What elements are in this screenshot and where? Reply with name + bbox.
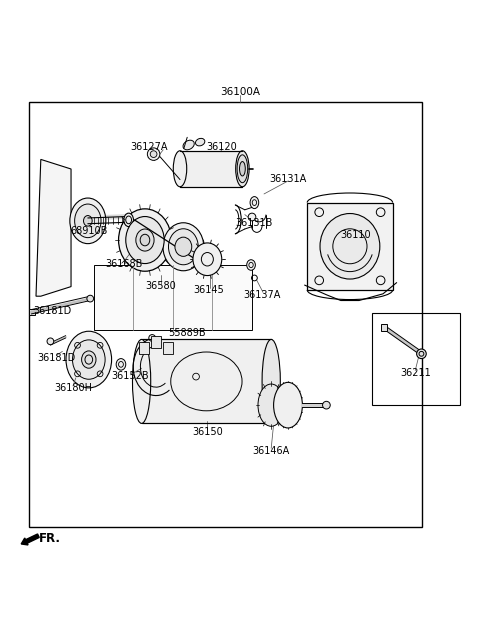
Text: 55889B: 55889B [168, 327, 206, 337]
Text: 36110: 36110 [340, 230, 371, 240]
Bar [307, 203, 393, 290]
Circle shape [417, 349, 426, 359]
Ellipse shape [136, 229, 154, 251]
Ellipse shape [258, 384, 284, 426]
Ellipse shape [193, 243, 222, 275]
Text: 36131A: 36131A [269, 173, 307, 183]
Ellipse shape [119, 209, 171, 271]
Bar [381, 324, 387, 331]
Ellipse shape [126, 217, 164, 264]
FancyArrow shape [21, 534, 39, 545]
Ellipse shape [236, 151, 249, 187]
Ellipse shape [175, 237, 192, 257]
Bar [29, 309, 35, 316]
Ellipse shape [72, 340, 105, 379]
Ellipse shape [75, 204, 101, 238]
Polygon shape [36, 160, 71, 296]
Text: 36131B: 36131B [236, 218, 273, 228]
Text: 36137A: 36137A [243, 290, 280, 300]
Ellipse shape [173, 151, 187, 187]
Ellipse shape [168, 228, 198, 265]
Bar [94, 265, 252, 330]
Ellipse shape [195, 138, 205, 146]
Ellipse shape [140, 234, 150, 246]
Ellipse shape [262, 339, 280, 423]
Ellipse shape [274, 382, 302, 428]
Ellipse shape [237, 155, 248, 183]
Bar [142, 339, 271, 423]
Text: 36127A: 36127A [130, 142, 168, 152]
Bar [29, 102, 422, 526]
Text: 36211: 36211 [400, 368, 431, 378]
Circle shape [150, 151, 157, 158]
Ellipse shape [320, 213, 380, 279]
Ellipse shape [70, 198, 106, 244]
Bar [372, 313, 460, 405]
Text: 36152B: 36152B [112, 371, 149, 381]
Bar [151, 336, 161, 347]
Text: 36181D: 36181D [34, 305, 72, 316]
Text: 36146A: 36146A [252, 446, 290, 456]
Circle shape [147, 148, 160, 160]
Ellipse shape [84, 215, 92, 226]
Circle shape [323, 401, 330, 409]
Ellipse shape [66, 331, 111, 388]
Text: 36168B: 36168B [105, 259, 143, 269]
Bar [139, 342, 149, 354]
Circle shape [47, 338, 54, 345]
Text: 36580: 36580 [145, 281, 176, 291]
Ellipse shape [124, 213, 133, 227]
Bar [163, 342, 173, 354]
Ellipse shape [82, 351, 96, 368]
Ellipse shape [247, 260, 255, 270]
Circle shape [248, 213, 256, 221]
Text: 36145: 36145 [193, 285, 224, 295]
Text: 36100A: 36100A [220, 87, 260, 97]
Ellipse shape [132, 339, 151, 423]
Text: FR.: FR. [39, 532, 61, 545]
Text: 36181D: 36181D [37, 352, 76, 362]
Ellipse shape [240, 162, 245, 176]
Text: 36120: 36120 [206, 142, 237, 152]
Circle shape [87, 295, 94, 302]
Text: 68910B: 68910B [70, 227, 108, 237]
Ellipse shape [163, 223, 204, 271]
Bar [180, 151, 242, 187]
Text: 36150: 36150 [192, 426, 223, 436]
Text: 36180H: 36180H [54, 383, 92, 393]
Ellipse shape [250, 197, 259, 208]
Circle shape [149, 335, 156, 341]
Ellipse shape [183, 140, 194, 150]
Ellipse shape [116, 359, 126, 370]
